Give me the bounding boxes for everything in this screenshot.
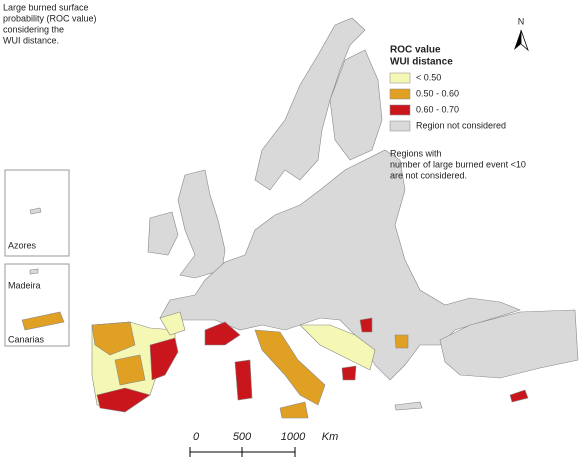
legend-swatch: [389, 72, 411, 84]
legend-title: WUI distance: [390, 57, 453, 68]
ireland: [147, 211, 179, 256]
title-line: considering the: [3, 24, 64, 34]
france-se: [204, 321, 241, 346]
inset-label: Azores: [8, 240, 37, 250]
note-line: are not considered.: [390, 170, 467, 180]
italy: [254, 329, 326, 406]
title-line: WUI distance.: [3, 35, 59, 45]
legend-swatch: [389, 104, 411, 116]
balkans: [299, 324, 376, 371]
legend-label: 0.60 - 0.70: [416, 104, 459, 114]
title-line: Large burned surface: [3, 2, 89, 12]
title-line: probability (ROC value): [3, 13, 97, 23]
crete: [394, 401, 423, 411]
greece-south: [341, 365, 357, 381]
scale-unit: Km: [322, 431, 339, 443]
north-label: N: [518, 16, 525, 26]
regions: [91, 311, 409, 419]
legend: < 0.50 0.50 - 0.60 0.60 - 0.70 Region not c…: [389, 72, 506, 132]
iberia-south: [96, 387, 151, 413]
france-sw: [159, 311, 186, 336]
sicily: [279, 401, 309, 419]
legend-label: Region not considered: [416, 120, 506, 130]
azores-island: [29, 207, 42, 215]
inset-frame: [4, 263, 70, 347]
inset-label: Madeira: [8, 280, 41, 290]
canarias-islands: [21, 311, 65, 331]
cyprus: [509, 389, 529, 403]
scale-label: 0: [193, 431, 200, 443]
north-arrow: [514, 30, 521, 50]
legend-swatch: [389, 120, 411, 132]
madeira-island: [29, 268, 39, 275]
mainland: [159, 149, 521, 381]
corsica-sardinia: [234, 359, 253, 401]
legend-swatch: [389, 88, 411, 100]
turkey: [439, 309, 579, 379]
legend-title: ROC value: [390, 45, 441, 56]
great-britain: [177, 169, 226, 279]
inset-label: Canarias: [8, 334, 45, 344]
iberia-center: [114, 354, 146, 386]
greece-east: [394, 334, 409, 349]
scandinavia: [254, 17, 366, 191]
iberia-north: [91, 321, 136, 356]
finland: [329, 49, 383, 161]
north-arrow: [520, 29, 529, 52]
bulgaria: [359, 317, 373, 333]
scale-label: 1000: [281, 431, 306, 443]
land: [147, 17, 579, 411]
legend-label: < 0.50: [416, 72, 441, 82]
legend-label: 0.50 - 0.60: [416, 88, 459, 98]
scale-label: 500: [233, 431, 252, 443]
iberia-east: [149, 337, 179, 381]
inset-frame: [4, 169, 70, 257]
note-line: number of large burned event <10: [390, 159, 526, 169]
note-line: Regions with: [390, 148, 442, 158]
